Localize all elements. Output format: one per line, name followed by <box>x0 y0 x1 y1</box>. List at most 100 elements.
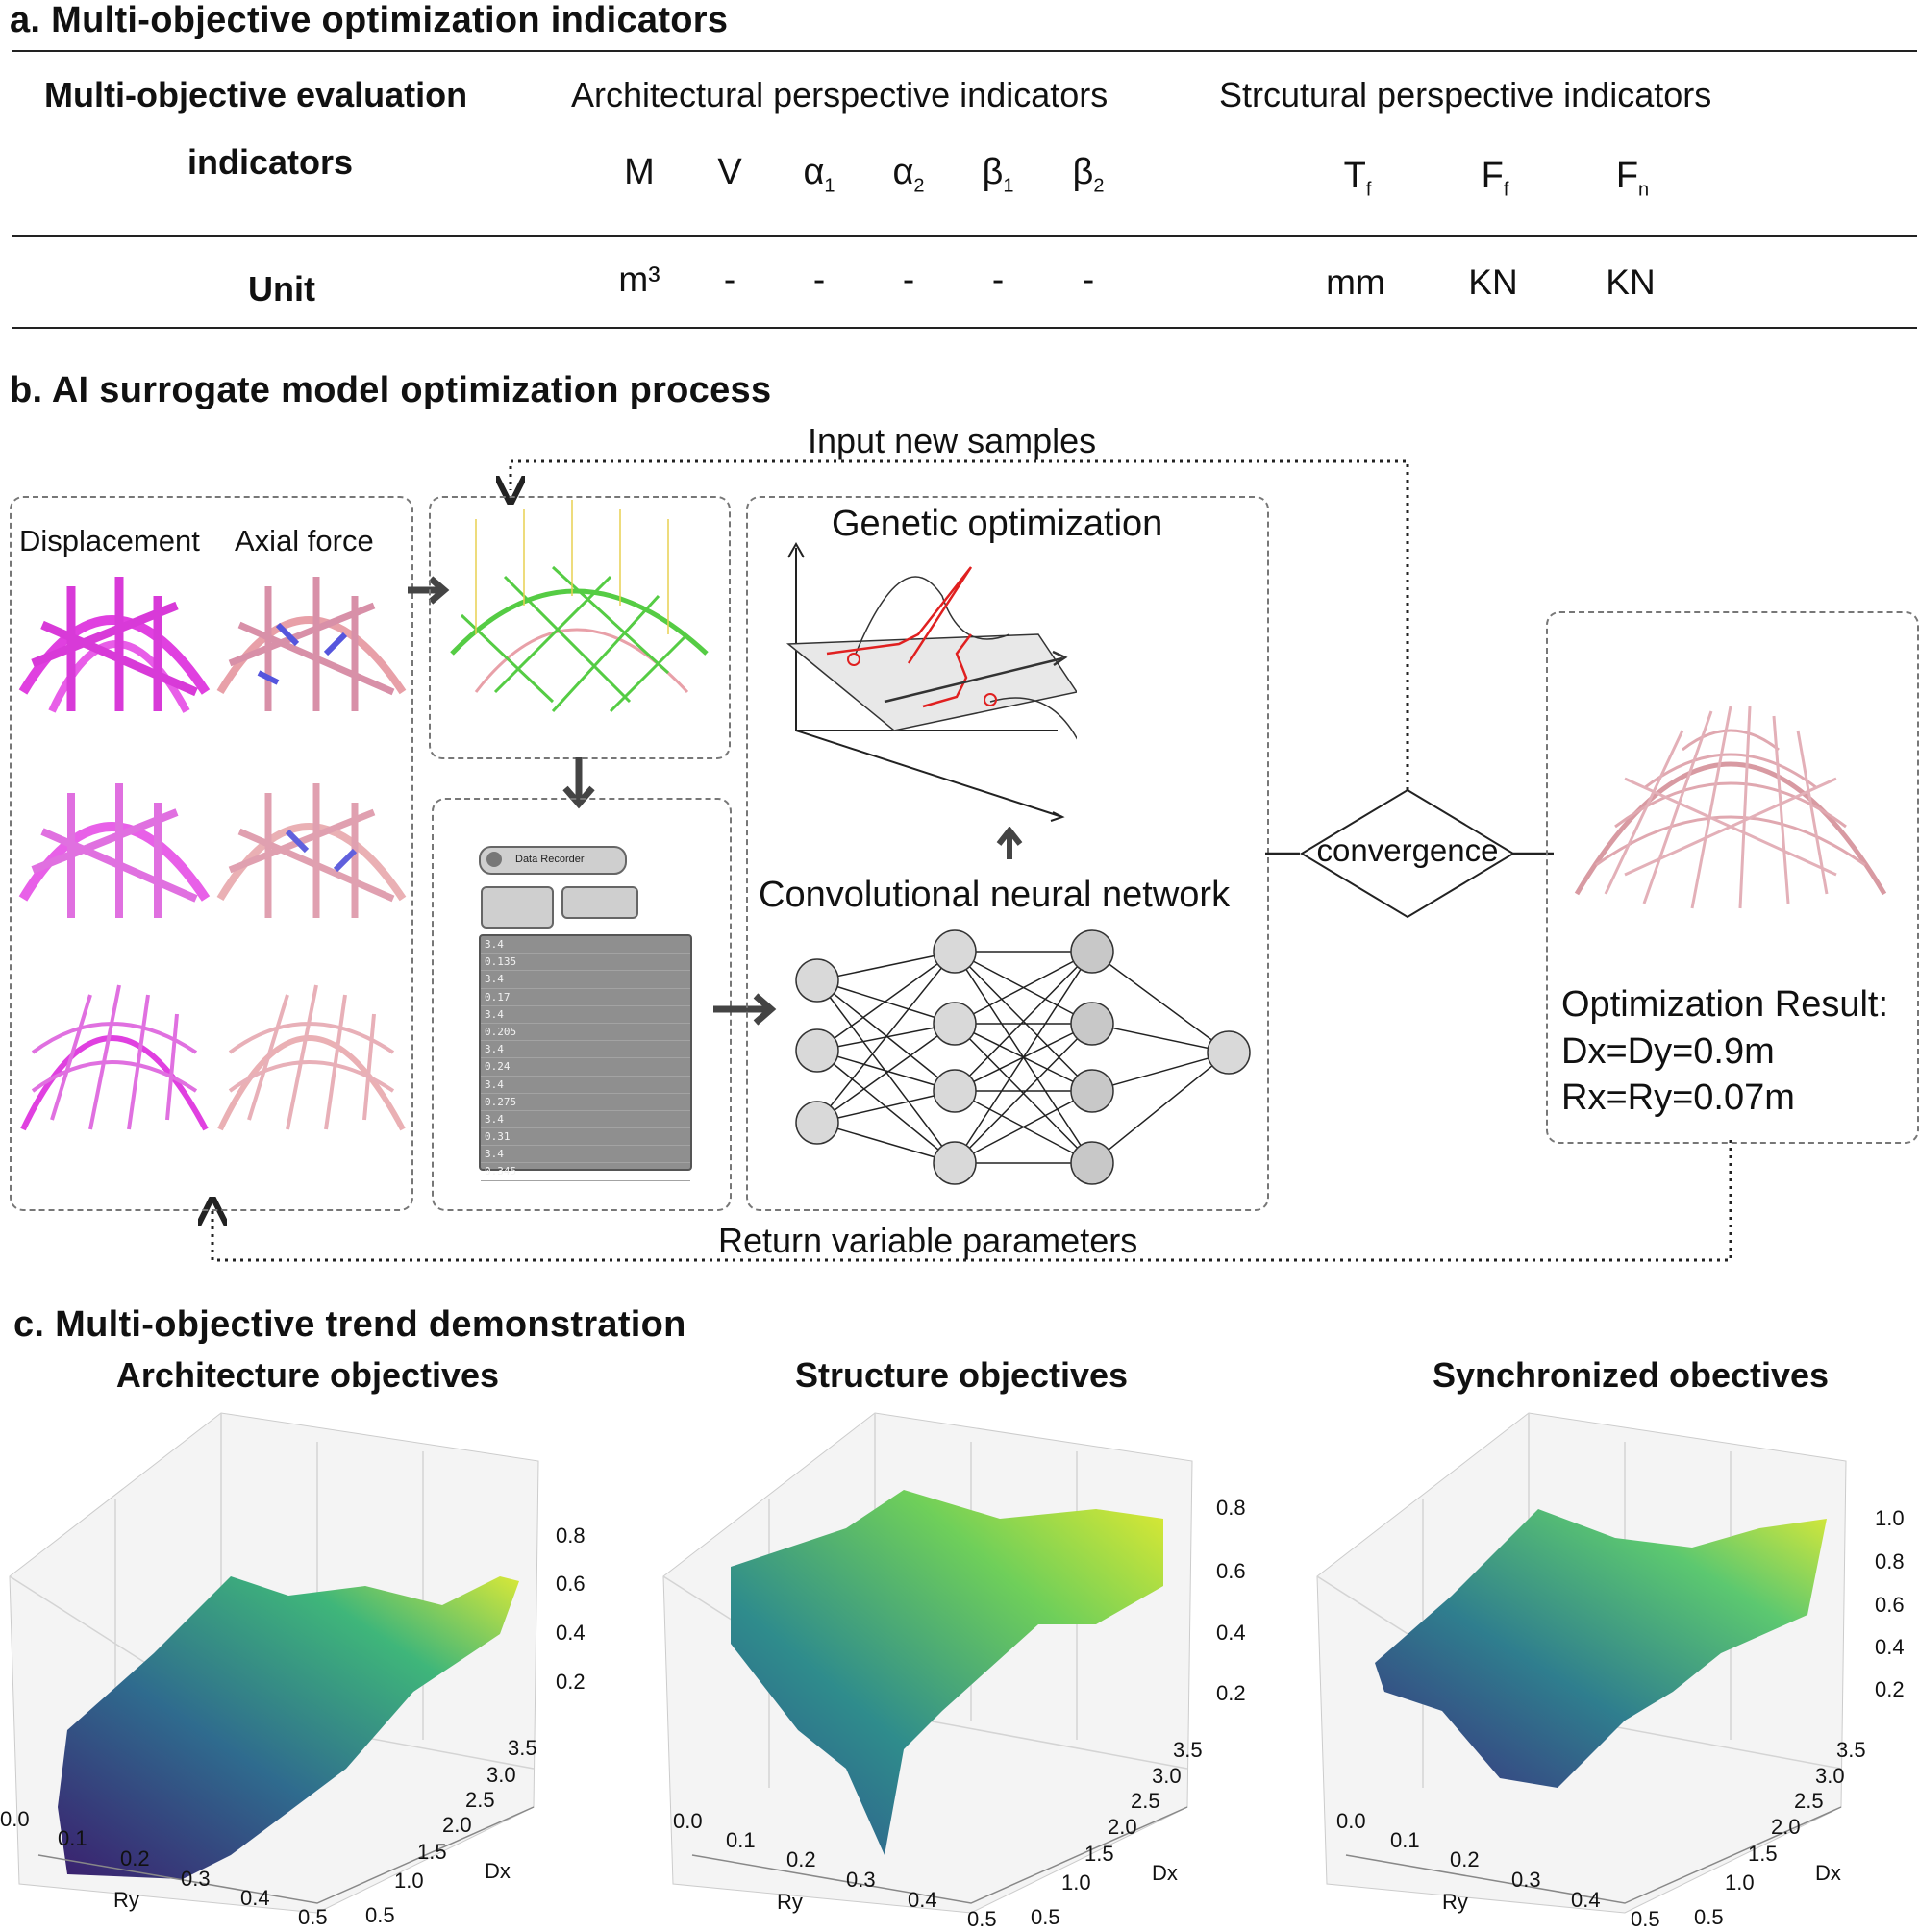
cnn-label: Convolutional neural network <box>759 875 1231 915</box>
unit-beta1: - <box>991 260 1005 299</box>
ry-tick: 0.2 <box>120 1846 150 1870</box>
z-tick: 0.8 <box>556 1523 586 1548</box>
section-a-title: a. Multi-objective optimization indicato… <box>10 0 729 40</box>
dx-tick: 1.0 <box>1725 1870 1755 1895</box>
dx-tick: 2.0 <box>1771 1815 1801 1839</box>
indicator-m: M <box>624 152 655 192</box>
optimized-dome <box>1574 706 1887 909</box>
dx-axis-label: Dx <box>485 1859 511 1883</box>
z-tick: 0.4 <box>1875 1635 1905 1659</box>
return-params-loop <box>212 1140 1732 1262</box>
indicator-ff: Ff <box>1481 156 1509 201</box>
dx-tick: 3.0 <box>1152 1764 1182 1788</box>
ry-tick: 0.2 <box>786 1847 816 1871</box>
indicator-alpha1: α1 <box>803 152 835 197</box>
recorder-values-panel: 3.4 0.135 3.4 0.17 3.4 0.205 3.4 0.24 3.… <box>479 934 692 1181</box>
ry-tick: 0.0 <box>0 1807 30 1831</box>
dx-tick: 3.5 <box>508 1736 537 1760</box>
list-component[interactable] <box>481 886 554 929</box>
ry-tick: 0.5 <box>967 1907 997 1931</box>
recorder-value: 0.24 <box>481 1058 690 1077</box>
dx-tick: 3.0 <box>1815 1764 1845 1788</box>
table-top-rule <box>12 50 1917 52</box>
z-tick: 0.2 <box>556 1670 586 1694</box>
recorder-value: 3.4 <box>481 1077 690 1094</box>
z-tick: 0.2 <box>1216 1681 1246 1705</box>
z-tick: 1.0 <box>1875 1506 1905 1530</box>
plot-title-structure: Structure objectives <box>794 1355 1129 1395</box>
dx-tick: 2.0 <box>1108 1815 1137 1839</box>
data-recorder-box <box>432 798 732 1211</box>
z-tick: 0.2 <box>1875 1677 1905 1701</box>
displacement-dome-2 <box>18 783 211 918</box>
ry-axis-label: Ry <box>777 1890 803 1914</box>
arrow-up-to-genetic <box>996 827 1023 859</box>
dx-tick: 1.5 <box>1084 1842 1114 1866</box>
arch-group-header: Architectural perspective indicators <box>571 75 1109 114</box>
row-header-line2: indicators <box>187 142 354 182</box>
axial-force-label: Axial force <box>235 524 374 557</box>
recorder-value: 0.345 <box>481 1163 690 1181</box>
row-header-line1: Multi-objective evaluation <box>44 75 468 114</box>
axial-force-dome-3 <box>217 984 406 1131</box>
displacement-dome-3 <box>20 984 209 1131</box>
dx-tick: 2.5 <box>465 1788 495 1812</box>
ry-tick: 0.2 <box>1450 1847 1480 1871</box>
dome-results-grid <box>18 577 407 1131</box>
z-tick: 0.4 <box>1216 1621 1246 1645</box>
arrow-to-network <box>713 993 777 1026</box>
recorder-value: 3.4 <box>481 1006 690 1024</box>
recorder-value: 0.205 <box>481 1024 690 1042</box>
ry-tick: 0.3 <box>181 1867 211 1891</box>
ry-tick: 0.5 <box>1631 1907 1660 1931</box>
data-recorder-component[interactable]: Data Recorder <box>479 846 627 875</box>
genetic-optimization-label: Genetic optimization <box>832 504 1163 544</box>
indicator-beta1: β1 <box>982 152 1014 197</box>
convergence-label: convergence <box>1316 832 1499 868</box>
ry-tick: 0.4 <box>240 1886 270 1910</box>
surface-plot-architecture <box>9 1412 539 1914</box>
indicator-beta2: β2 <box>1072 152 1105 197</box>
genetic-optimization-diagram <box>785 541 1077 822</box>
surface-plot-synchronized <box>1316 1412 1847 1914</box>
merge-component[interactable] <box>561 886 638 919</box>
indicator-fn: Fn <box>1615 156 1650 201</box>
table-mid-rule <box>12 235 1917 237</box>
unit-m: m³ <box>618 260 660 299</box>
z-tick: 0.6 <box>1875 1593 1905 1617</box>
z-tick: 0.8 <box>1875 1549 1905 1573</box>
dx-tick: 0.5 <box>1031 1905 1060 1929</box>
ry-axis-label: Ry <box>113 1888 139 1912</box>
plot-title-synchronized: Synchronized obectives <box>1432 1355 1830 1395</box>
indicator-v: V <box>717 152 742 192</box>
recorder-value: 3.4 <box>481 1041 690 1059</box>
ry-tick: 0.4 <box>908 1888 937 1912</box>
unit-label: Unit <box>248 269 315 309</box>
dx-tick: 2.5 <box>1131 1789 1160 1813</box>
dx-tick: 3.5 <box>1173 1738 1203 1762</box>
ry-tick: 0.3 <box>1511 1868 1541 1892</box>
z-tick: 0.6 <box>556 1572 586 1596</box>
dx-tick: 3.0 <box>486 1763 516 1787</box>
dx-tick: 1.0 <box>394 1869 424 1893</box>
unit-v: - <box>723 260 736 299</box>
recorder-value: 0.135 <box>481 954 690 972</box>
arrow-to-model <box>408 576 450 605</box>
dx-tick: 2.5 <box>1794 1789 1824 1813</box>
dx-tick: 1.5 <box>1748 1842 1778 1866</box>
dx-tick: 3.5 <box>1836 1738 1866 1762</box>
ry-axis-label: Ry <box>1442 1890 1468 1914</box>
struct-group-header: Strcutural perspective indicators <box>1219 75 1712 114</box>
table-bottom-rule <box>12 327 1917 329</box>
plot-title-architecture: Architecture objectives <box>115 1355 500 1395</box>
recorder-value: 0.17 <box>481 989 690 1006</box>
ry-tick: 0.1 <box>1390 1828 1420 1852</box>
ry-tick: 0.0 <box>673 1809 703 1833</box>
result-title: Optimization Result: <box>1561 984 1889 1025</box>
recorder-value: 3.4 <box>481 971 690 989</box>
z-tick: 0.6 <box>1216 1559 1246 1583</box>
z-tick: 0.4 <box>556 1621 586 1645</box>
axial-force-dome-2 <box>216 783 407 918</box>
arrow-to-recorder <box>562 757 595 809</box>
recorder-value: 0.275 <box>481 1094 690 1111</box>
